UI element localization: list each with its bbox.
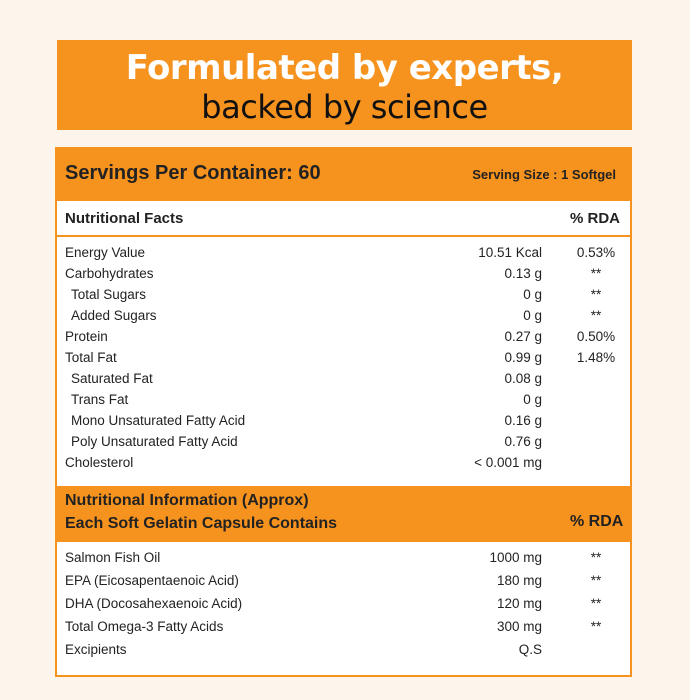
table-row: Energy Value 10.51 Kcal 0.53%	[57, 245, 630, 266]
amount: 0 g	[523, 308, 542, 323]
table-row: Trans Fat 0 g	[57, 392, 630, 413]
facts-title: Nutritional Facts	[65, 210, 184, 227]
info-header: Nutritional Information (Approx) Each So…	[57, 486, 630, 542]
nutrient-name: Carbohydrates	[65, 266, 154, 281]
table-row: Protein 0.27 g 0.50%	[57, 329, 630, 350]
rda: **	[590, 308, 602, 323]
table-row: Added Sugars 0 g **	[57, 308, 630, 329]
amount: 10.51 Kcal	[478, 245, 542, 260]
amount: 1000 mg	[489, 550, 542, 565]
servings: Servings Per Container: 60	[65, 162, 321, 184]
table-row: Mono Unsaturated Fatty Acid 0.16 g	[57, 413, 630, 434]
table-row: Poly Unsaturated Fatty Acid 0.76 g	[57, 434, 630, 455]
rda-header: % RDA	[570, 513, 624, 530]
nutrient-name: Mono Unsaturated Fatty Acid	[71, 413, 246, 428]
amount: 300 mg	[496, 619, 542, 634]
nutrient-name: Protein	[65, 329, 108, 344]
label-table: Servings Per Container: 60 Serving Size …	[55, 147, 632, 677]
rda: **	[590, 266, 602, 281]
amount: 0.76 g	[504, 434, 542, 449]
nutrient-name: Total Sugars	[71, 287, 147, 302]
banner: Formulated by experts, backed by science	[57, 40, 632, 130]
table-row: Total Omega-3 Fatty Acids 300 mg **	[57, 619, 630, 642]
table-row: Total Sugars 0 g **	[57, 287, 630, 308]
nutrient-name: Poly Unsaturated Fatty Acid	[71, 434, 238, 449]
nutrient-name: Excipients	[65, 642, 127, 657]
rda-header: % RDA	[570, 210, 621, 227]
amount: 0 g	[523, 287, 542, 302]
nutrient-name: Energy Value	[65, 245, 146, 260]
nutrient-name: Total Omega-3 Fatty Acids	[65, 619, 224, 634]
amount: 0 g	[523, 392, 542, 407]
table-row: Carbohydrates 0.13 g **	[57, 266, 630, 287]
rda: 0.53%	[576, 245, 616, 260]
nutrient-name: Saturated Fat	[71, 371, 153, 386]
facts-header: Nutritional Facts % RDA	[57, 201, 630, 237]
nutrient-name: Trans Fat	[71, 392, 129, 407]
amount: 120 mg	[496, 596, 542, 611]
nutrient-name: EPA (Eicosapentaenoic Acid)	[65, 573, 239, 588]
rda: **	[590, 596, 602, 611]
rda: 0.50%	[576, 329, 616, 344]
amount: < 0.001 mg	[474, 455, 542, 470]
nutrient-name: DHA (Docosahexaenoic Acid)	[65, 596, 243, 611]
info-rows: Salmon Fish Oil 1000 mg ** EPA (Eicosapenta…	[57, 542, 630, 665]
info-subtitle: Each Soft Gelatin Capsule Contains	[65, 515, 338, 532]
facts-rows: Energy Value 10.51 Kcal 0.53% Carbohydrates…	[57, 237, 630, 476]
amount: 0.16 g	[504, 413, 542, 428]
serving-row: Servings Per Container: 60 Serving Size …	[57, 149, 630, 201]
table-row: Excipients Q.S	[57, 642, 630, 665]
table-row: Cholesterol < 0.001 mg	[57, 455, 630, 476]
amount: 180 mg	[496, 573, 542, 588]
amount: Q.S	[518, 642, 542, 657]
headline: Formulated by experts,	[125, 48, 564, 88]
rda: **	[590, 550, 602, 565]
nutrient-name: Salmon Fish Oil	[65, 550, 161, 565]
nutrient-name: Added Sugars	[71, 308, 157, 323]
serving-size: Serving Size : 1 Softgel	[472, 167, 616, 182]
nutrient-name: Cholesterol	[65, 455, 134, 470]
nutrient-name: Total Fat	[65, 350, 117, 365]
table-row: EPA (Eicosapentaenoic Acid) 180 mg **	[57, 573, 630, 596]
table-row: Total Fat 0.99 g 1.48%	[57, 350, 630, 371]
rda: 1.48%	[576, 350, 616, 365]
rda: **	[590, 619, 602, 634]
rda: **	[590, 573, 602, 588]
amount: 0.13 g	[504, 266, 542, 281]
amount: 0.08 g	[504, 371, 542, 386]
rda: **	[590, 287, 602, 302]
amount: 0.27 g	[504, 329, 542, 344]
table-row: Salmon Fish Oil 1000 mg **	[57, 550, 630, 573]
info-title: Nutritional Information (Approx)	[65, 492, 309, 509]
table-row: DHA (Docosahexaenoic Acid) 120 mg **	[57, 596, 630, 619]
amount: 0.99 g	[504, 350, 542, 365]
table-row: Saturated Fat 0.08 g	[57, 371, 630, 392]
subheadline: backed by science	[201, 88, 488, 126]
